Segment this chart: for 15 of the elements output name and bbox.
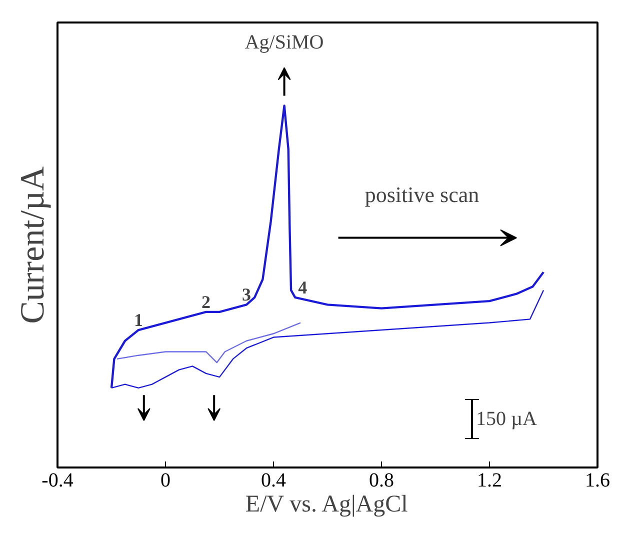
x-tick-label: 1.2 — [477, 470, 502, 492]
annotation: 150 µA — [476, 408, 538, 430]
annotation: Ag/SiMO — [244, 32, 324, 54]
x-axis-title: E/V vs. Ag|AgCl — [245, 492, 408, 518]
annotation: 4 — [298, 277, 308, 298]
x-tick-label: 0.4 — [261, 470, 286, 492]
annotation: positive scan — [364, 182, 480, 208]
x-tick-label: 0.8 — [369, 470, 394, 492]
x-tick-label: 0 — [160, 470, 170, 492]
annotation: 1 — [134, 310, 143, 330]
y-axis-title: Current/µA — [14, 166, 52, 324]
annotation: 3 — [242, 284, 251, 305]
x-tick-label: -0.4 — [42, 470, 74, 492]
x-tick-label: 1.6 — [585, 470, 610, 492]
annotation: 2 — [202, 292, 210, 312]
